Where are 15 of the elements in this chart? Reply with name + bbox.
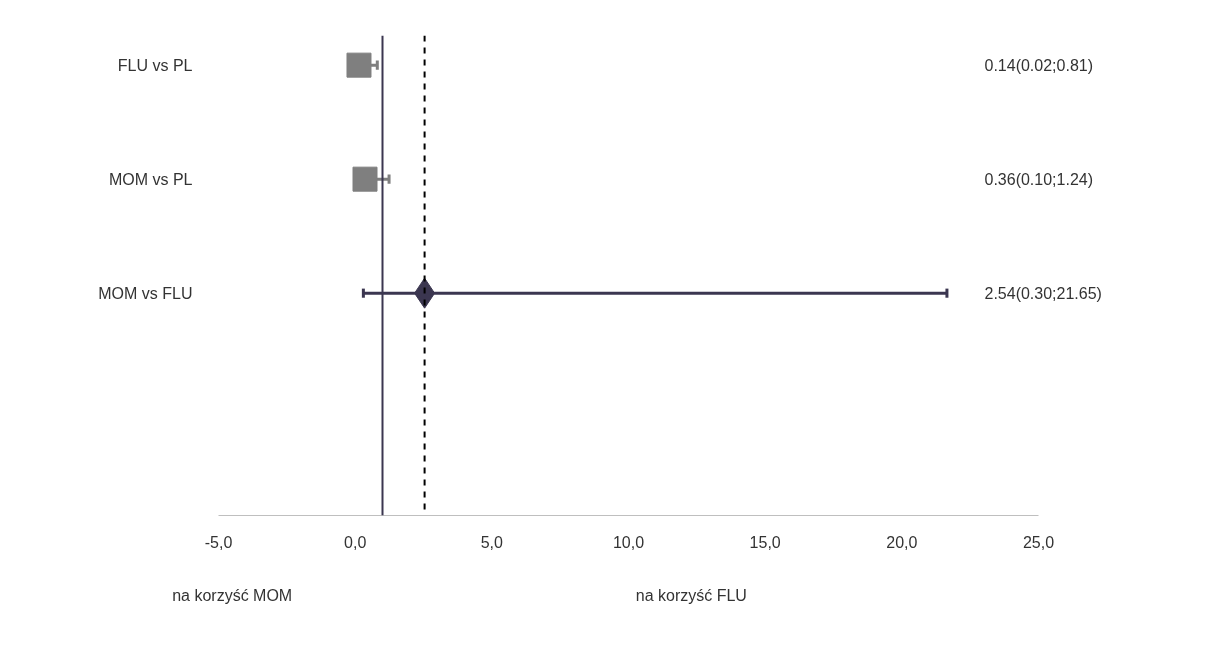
x-tick-label: 20,0 (886, 533, 918, 551)
y-tick-label: MOM vs PL (108, 170, 193, 188)
text: na korzyść FLU (635, 586, 747, 604)
x-tick-label: 0,0 (344, 533, 367, 551)
text: 2.54(0.30;21.65) (984, 284, 1102, 302)
x-tick-label: 5,0 (480, 533, 504, 551)
y-tick-label: MOM vs FLU (98, 284, 193, 302)
x-tick-label: 15,0 (749, 533, 781, 551)
x-tick-label: 25,0 (1022, 533, 1055, 551)
x-tick-label: 10,0 (612, 533, 645, 551)
text: 0.36(0.10;1.24) (984, 170, 1094, 188)
x-tick-label: -5,0 (204, 533, 233, 551)
text: na korzyść MOM (172, 586, 293, 604)
y-tick-label: FLU vs PL (117, 56, 193, 74)
text: 0.14(0.02;0.81) (984, 56, 1094, 74)
